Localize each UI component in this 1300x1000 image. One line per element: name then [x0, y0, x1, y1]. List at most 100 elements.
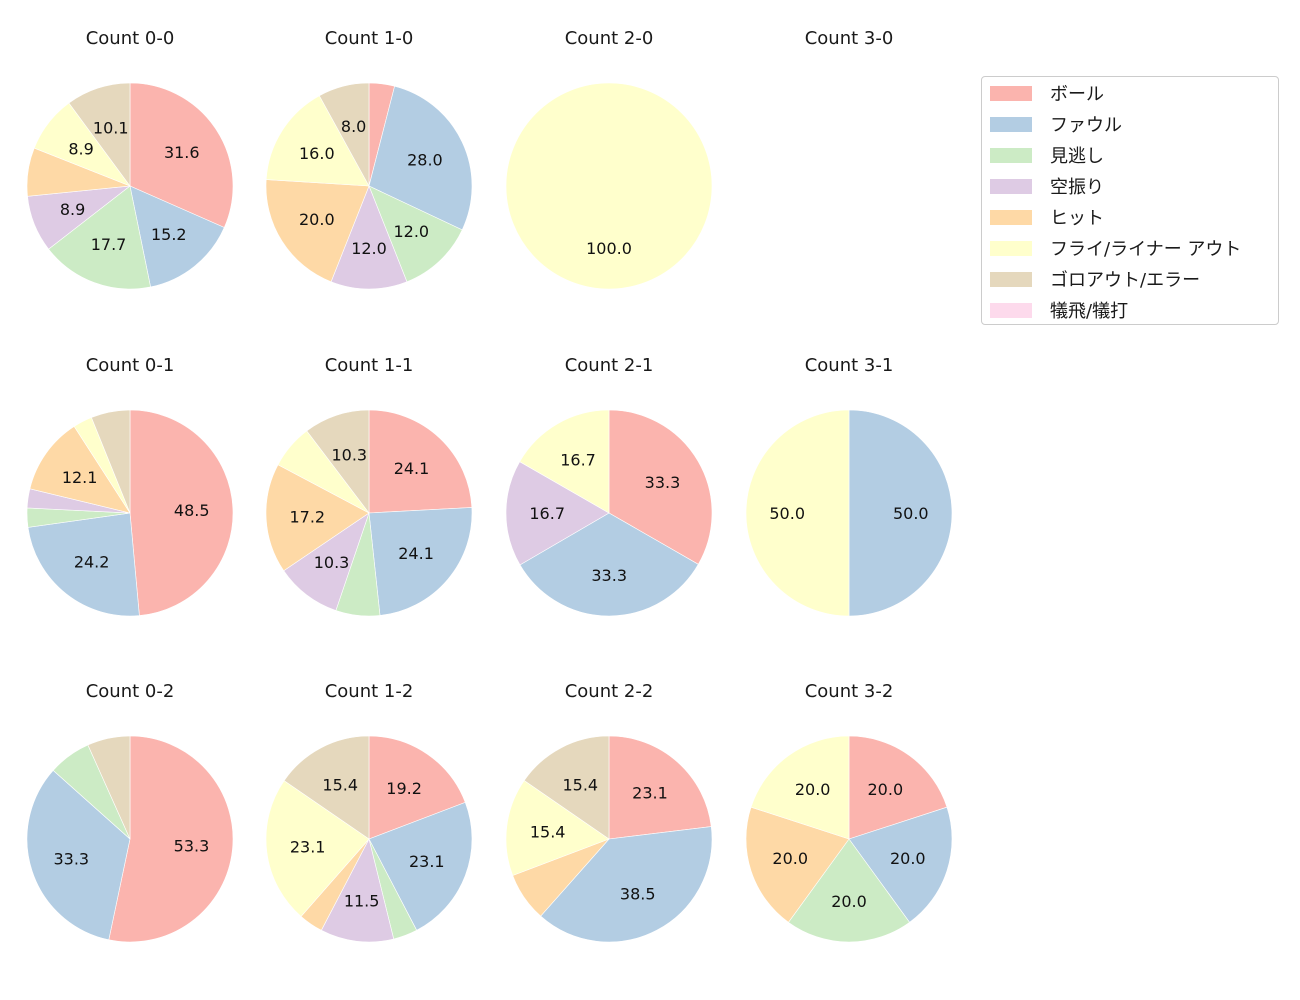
pie-slice — [368, 802, 473, 931]
pie-slice — [306, 409, 370, 514]
pie-panel: Count 1-0 28.0 12.0 12.0 20.0 16.0 8.0 — [249, 12, 489, 312]
slice-label: 10.3 — [314, 553, 350, 572]
chart-title: Count 3-0 — [804, 28, 894, 49]
legend-item: 見逃し — [990, 144, 1104, 167]
pie-panel: Count 0-0 31.6 15.2 17.7 8.9 8.9 10.1 — [10, 12, 250, 312]
pie-slice — [523, 735, 610, 840]
slice-label: 100.0 — [586, 239, 632, 258]
slice-label: 31.6 — [164, 143, 200, 162]
legend-label: ヒット — [1050, 208, 1104, 229]
slice-label: 17.2 — [289, 507, 325, 526]
legend-label: フライ/ライナー アウト — [1050, 239, 1242, 260]
legend-swatch — [990, 116, 1032, 132]
slice-label: 11.5 — [344, 891, 380, 910]
slice-label: 33.3 — [591, 566, 627, 585]
legend-swatch — [990, 178, 1032, 194]
slice-label: 15.4 — [562, 775, 598, 794]
chart-title: Count 2-0 — [564, 28, 654, 49]
slice-label: 20.0 — [299, 210, 335, 229]
slice-label: 50.0 — [769, 504, 805, 523]
pie-slice — [26, 769, 131, 941]
slice-label: 23.1 — [632, 784, 668, 803]
slice-label: 20.0 — [772, 849, 808, 868]
slice-label: 38.5 — [620, 885, 656, 904]
chart-title: Count 1-0 — [324, 28, 414, 49]
pie-chart: 31.615.217.78.98.910.1 — [26, 82, 234, 290]
pie-slice — [129, 82, 234, 228]
pie-slice — [750, 735, 850, 840]
slice-label: 33.3 — [53, 849, 89, 868]
pie-slice — [848, 735, 948, 840]
slice-label: 24.1 — [398, 544, 434, 563]
pie-slice — [48, 185, 151, 290]
slice-label: 20.0 — [795, 780, 831, 799]
pie-chart — [729, 12, 969, 312]
legend-swatch — [990, 302, 1032, 318]
slice-label: 16.7 — [560, 451, 596, 470]
pie-slice — [265, 95, 370, 187]
slice-label: 17.7 — [91, 235, 127, 254]
chart-title: Count 2-1 — [564, 355, 654, 376]
legend-item: ヒット — [990, 206, 1104, 229]
slice-label: 20.0 — [831, 892, 867, 911]
legend-item: 犠飛/犠打 — [990, 299, 1129, 322]
pie-slice — [368, 85, 473, 231]
legend-item: フライ/ライナー アウト — [990, 237, 1242, 260]
pie-slice — [29, 425, 131, 514]
slice-label: 12.0 — [393, 222, 429, 241]
pie-slice — [519, 512, 699, 617]
slice-label: 23.1 — [290, 838, 326, 857]
pie-slice — [368, 185, 463, 283]
slice-label: 8.9 — [68, 139, 93, 158]
pie-panel: Count 0-2 53.3 33.3 — [10, 665, 250, 965]
pie-panel: Count 0-1 48.5 24.2 12.1 — [10, 339, 250, 639]
legend-label: ゴロアウト/エラー — [1050, 270, 1201, 291]
chart-title: Count 0-0 — [85, 28, 175, 49]
slice-label: 10.3 — [331, 445, 367, 464]
pie-slice — [505, 82, 713, 290]
pie-chart: 20.0 20.0 20.0 20.0 20.0 — [745, 735, 953, 943]
pie-slice — [283, 735, 370, 840]
pie-panel: Count 3-2 20.0 20.0 20.0 20.0 20.0 — [729, 665, 969, 965]
pie-slice — [330, 185, 408, 290]
legend-swatch — [990, 240, 1032, 256]
chart-title: Count 0-1 — [85, 355, 175, 376]
chart-title: Count 0-2 — [85, 681, 175, 702]
slice-label: 10.1 — [93, 118, 129, 137]
pie-slice — [87, 735, 131, 840]
slice-label: 8.9 — [60, 200, 85, 219]
pie-slice — [608, 735, 712, 840]
pie-slice — [27, 512, 140, 617]
legend-label: 犠飛/犠打 — [1050, 301, 1129, 322]
chart-title: Count 3-2 — [804, 681, 894, 702]
legend-swatch — [990, 147, 1032, 163]
legend-swatch — [990, 209, 1032, 225]
pie-slice — [745, 806, 850, 923]
pie-slice — [368, 409, 473, 514]
pie-slice — [519, 409, 610, 514]
pie-slice — [368, 507, 473, 616]
legend-item: ゴロアウト/エラー — [990, 268, 1201, 291]
pie-panel: Count 1-2 19.2 23.1 11.5 23.1 15.4 — [249, 665, 489, 965]
pie-slice — [540, 826, 713, 943]
pie-slice — [368, 735, 466, 840]
slice-label: 15.4 — [322, 775, 358, 794]
pie-slice — [848, 806, 953, 923]
pie-slice — [505, 780, 610, 876]
slice-label: 50.0 — [893, 504, 929, 523]
pie-slice — [265, 780, 370, 917]
pie-panel: Count 2-0 100.0 — [489, 12, 729, 312]
slice-label: 48.5 — [174, 501, 210, 520]
pie-panel: Count 3-1 50.0 50.0 — [729, 339, 969, 639]
pie-chart: 28.0 12.0 12.0 20.0 16.0 8.0 — [265, 82, 473, 290]
slice-label: 19.2 — [386, 779, 422, 798]
pie-slice — [129, 409, 234, 616]
pie-panel: Count 3-0 — [729, 12, 969, 312]
chart-title: Count 1-1 — [324, 355, 414, 376]
pie-chart: 19.2 23.1 11.5 23.1 15.4 — [265, 735, 473, 943]
pie-slice — [608, 409, 713, 565]
pie-slice — [318, 82, 370, 187]
slice-label: 24.2 — [74, 552, 110, 571]
legend-label: 見逃し — [1050, 146, 1104, 167]
pie-slice — [265, 179, 370, 283]
